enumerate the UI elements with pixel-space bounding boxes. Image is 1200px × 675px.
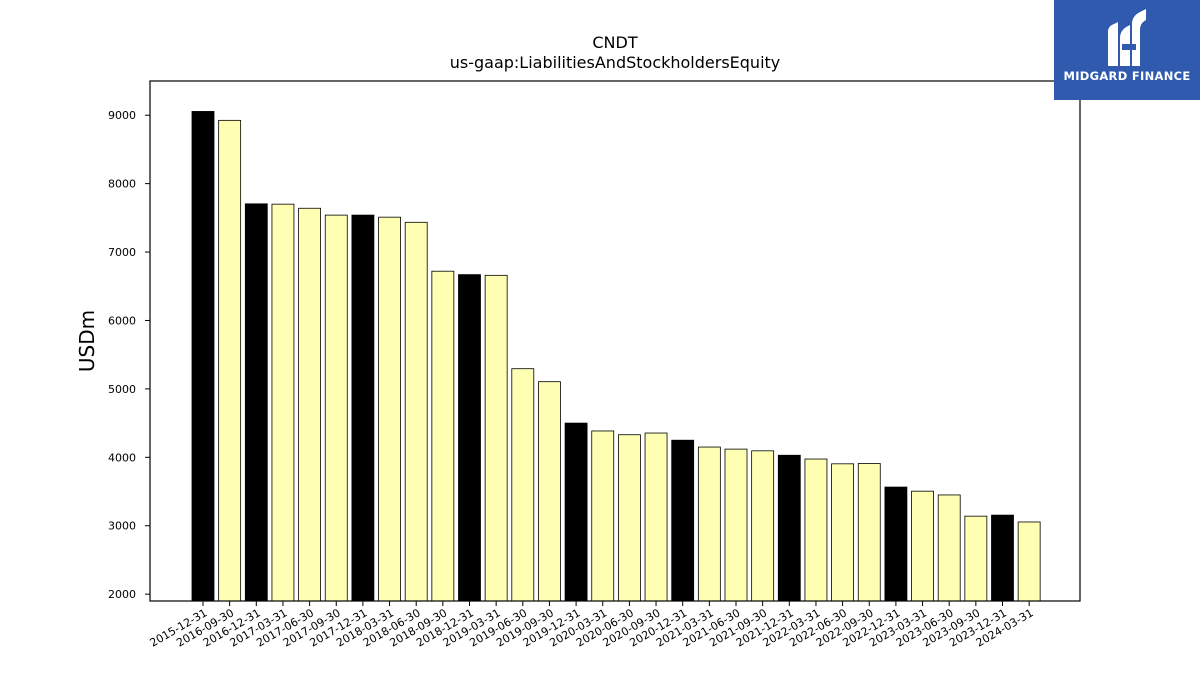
bar-2022-06-30 <box>831 463 854 602</box>
y-tick-label: 4000 <box>108 451 136 464</box>
bar-2023-09-30 <box>964 515 988 602</box>
bar-2019-12-31 <box>564 422 588 602</box>
plot-frame <box>149 80 1081 602</box>
bar-2018-12-31 <box>458 274 481 602</box>
bar-2017-09-30 <box>324 214 348 602</box>
y-tick-label: 6000 <box>108 314 136 327</box>
bar-2017-06-30 <box>298 207 322 602</box>
y-tick-label: 3000 <box>108 520 136 533</box>
y-axis-label: USDm <box>75 310 99 372</box>
midgard-m-logo-icon <box>1108 9 1146 66</box>
bar-2021-03-31 <box>697 446 721 602</box>
bar-2020-12-31 <box>671 439 695 602</box>
bar-2019-06-30 <box>511 368 535 602</box>
bar-2017-03-31 <box>271 203 295 602</box>
bar-2021-09-30 <box>751 450 775 602</box>
bar-2024-03-31 <box>1017 521 1041 602</box>
bar-2018-03-31 <box>378 216 401 602</box>
bar-2016-12-31 <box>244 203 268 602</box>
bar-2023-06-30 <box>937 494 961 602</box>
y-ticks-group: 2000 3000 4000 5000 6000 7000 8000 9000 <box>108 109 150 601</box>
bar-2020-03-31 <box>591 430 615 602</box>
y-tick-label: 8000 <box>108 178 136 191</box>
y-tick-label: 2000 <box>108 588 136 601</box>
bar-2023-12-31 <box>991 514 1014 602</box>
brand-logo: MIDGARD FINANCE <box>1054 0 1200 100</box>
bar-2018-06-30 <box>404 221 428 602</box>
y-tick-label: 7000 <box>108 246 136 259</box>
x-ticks-group: 2015-12-312016-09-302016-12-312017-03-31… <box>148 601 1036 650</box>
chart-subtitle: us-gaap:LiabilitiesAndStockholdersEquity <box>450 53 781 72</box>
bar-2021-06-30 <box>724 448 748 602</box>
bar-2020-09-30 <box>644 432 668 602</box>
bar-2022-12-31 <box>884 486 908 602</box>
bar-2019-09-30 <box>538 381 561 602</box>
bar-2017-12-31 <box>351 214 375 602</box>
logo-text: MIDGARD FINANCE <box>1063 69 1191 83</box>
bar-2022-09-30 <box>857 463 881 602</box>
bar-2016-09-30 <box>218 119 242 602</box>
y-tick-label: 5000 <box>108 383 136 396</box>
bar-2018-09-30 <box>431 270 455 602</box>
bar-2022-03-31 <box>804 458 828 602</box>
bar-2015-12-31 <box>191 111 215 602</box>
bar-2021-12-31 <box>777 454 801 602</box>
chart-title: CNDT <box>592 33 637 52</box>
bars-group <box>191 111 1041 602</box>
bar-2020-06-30 <box>618 434 641 602</box>
bar-2019-03-31 <box>484 274 508 602</box>
y-tick-label: 9000 <box>108 109 136 122</box>
bar-2023-03-31 <box>911 490 934 602</box>
